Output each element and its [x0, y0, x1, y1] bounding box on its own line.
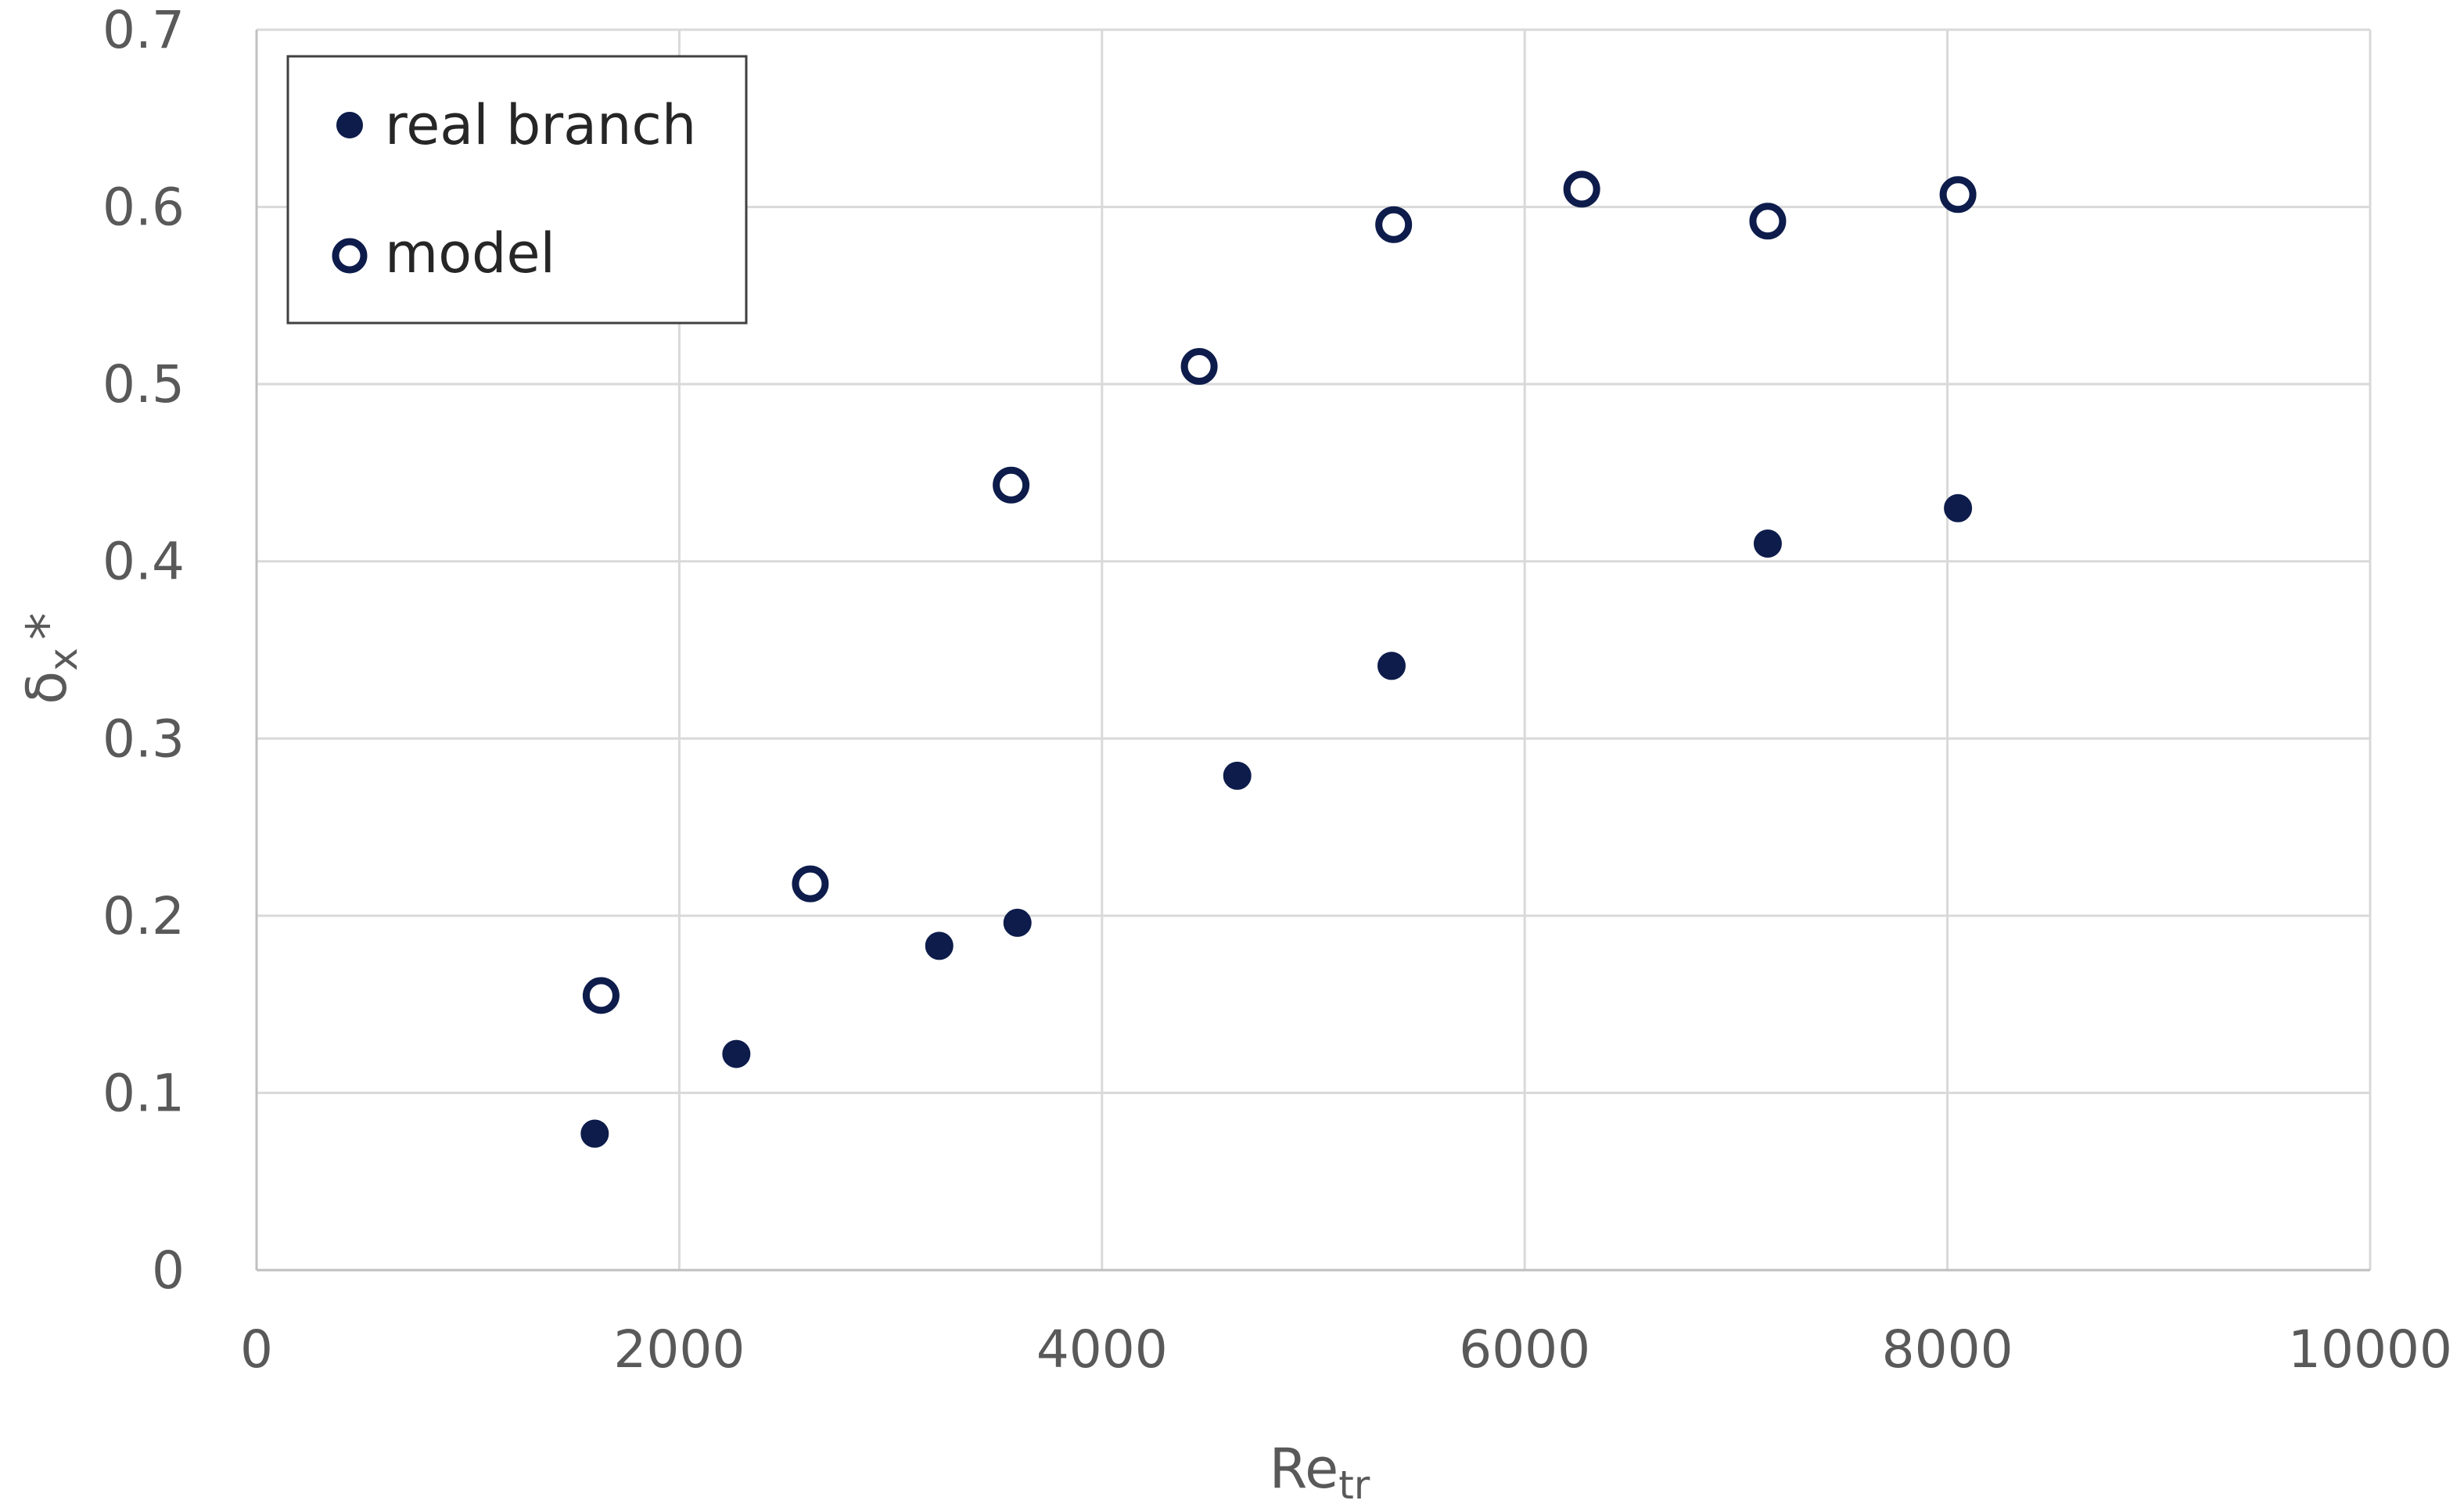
- y-tick-label: 0.6: [102, 178, 185, 238]
- legend: real branch model: [286, 55, 748, 325]
- data-point-model: [1563, 170, 1600, 208]
- x-tick-label: 10000: [2288, 1319, 2452, 1380]
- y-tick-label: 0.7: [102, 0, 185, 60]
- x-tick-label: 0: [240, 1319, 273, 1380]
- data-point-real-branch: [1377, 651, 1406, 680]
- data-point-real-branch: [925, 931, 954, 960]
- y-tick-label: 0: [152, 1240, 185, 1301]
- data-point-real-branch: [1753, 529, 1782, 558]
- data-point-model: [792, 865, 829, 903]
- tick-labels: 0 2000 4000 6000 8000 10000 0 0.1 0.2 0.3 0.4 0.5 0.…: [102, 0, 2452, 1380]
- y-axis-title-subscript: x: [41, 648, 86, 671]
- y-tick-label: 0.2: [102, 886, 185, 946]
- y-tick-label: 0.1: [102, 1063, 185, 1123]
- legend-marker-model: [332, 238, 368, 274]
- data-point-real-branch: [722, 1039, 751, 1068]
- y-axis-title: δx *: [15, 612, 86, 704]
- data-markers: [580, 170, 1977, 1148]
- y-tick-label: 0.4: [102, 532, 185, 592]
- data-point-real-branch: [1223, 761, 1252, 790]
- legend-marker-real-branch: [336, 112, 363, 138]
- x-axis-title-main: Re: [1270, 1437, 1339, 1501]
- legend-box: [286, 55, 748, 325]
- data-point-model: [582, 977, 620, 1014]
- legend-label-real-branch: real branch: [385, 93, 696, 157]
- x-axis-title: Retr: [1270, 1437, 1370, 1508]
- data-point-real-branch: [1944, 493, 1973, 522]
- y-axis-title-suffix: *: [15, 612, 79, 640]
- x-tick-label: 2000: [613, 1319, 745, 1380]
- data-point-model: [1749, 203, 1787, 240]
- y-tick-label: 0.5: [102, 354, 185, 415]
- y-axis-title-main: δ: [15, 671, 79, 705]
- data-point-model: [1180, 347, 1218, 385]
- axes: [255, 30, 2370, 1272]
- legend-label-model: model: [385, 221, 555, 285]
- y-tick-label: 0.3: [102, 709, 185, 769]
- x-tick-label: 8000: [1882, 1319, 2013, 1380]
- data-point-real-branch: [580, 1119, 609, 1148]
- x-axis-title-subscript: tr: [1338, 1463, 1370, 1508]
- data-point-model: [993, 466, 1030, 504]
- x-tick-label: 6000: [1459, 1319, 1590, 1380]
- data-point-real-branch: [1003, 908, 1032, 937]
- data-point-model: [1375, 206, 1413, 243]
- x-tick-label: 4000: [1036, 1319, 1168, 1380]
- data-point-model: [1939, 176, 1977, 214]
